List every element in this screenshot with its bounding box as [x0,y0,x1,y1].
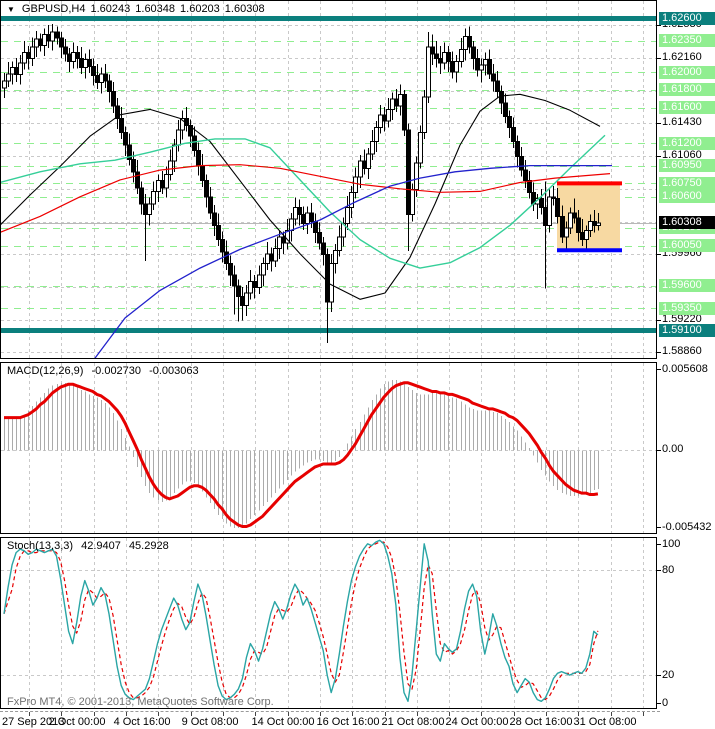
macd-main-value: -0.002730 [91,365,142,377]
quote-open: 1.60243 [90,3,131,15]
price-chart-canvas[interactable] [0,0,657,359]
time-tick [643,712,644,716]
stoch-chart-canvas[interactable] [0,537,657,709]
symbol-dropdown-icon[interactable]: ▼ [7,4,15,14]
stoch-d-line [3,541,599,701]
time-tick [449,712,450,716]
time-label: 24 Oct 00:00 [445,716,509,728]
stoch-name: Stoch(13,3,3) [7,540,74,552]
stoch-indicator-label: Stoch(13,3,3) 42.9407 45.2928 [7,540,174,552]
time-tick [417,712,418,716]
ma-green [0,134,606,269]
time-label: 31 Oct 08:00 [573,716,637,728]
time-label: 27 Sep 2013 [2,716,65,728]
time-axis-separator [0,711,660,712]
time-tick [514,712,515,716]
time-tick [546,712,547,716]
ma-black [0,93,601,300]
time-label: 16 Oct 16:00 [316,716,380,728]
time-label: 9 Oct 08:00 [181,716,239,728]
macd-histogram [4,379,599,528]
time-label: 4 Oct 16:00 [113,716,171,728]
time-tick [611,712,612,716]
time-tick [61,712,62,716]
time-tick [191,712,192,716]
stoch-k-line [3,539,599,703]
time-tick [158,712,159,716]
chart-title: ▼ GBPUSD,H4 1.60243 1.60348 1.60203 1.60… [7,3,270,15]
time-label: 28 Oct 16:00 [509,716,573,728]
time-label: 14 Oct 00:00 [251,716,315,728]
stoch-d-value: 45.2928 [128,540,169,552]
macd-name: MACD(12,26,9) [7,365,84,377]
time-tick [255,712,256,716]
macd-chart-canvas[interactable] [0,362,657,534]
time-tick [223,712,224,716]
time-tick [320,712,321,716]
chart-symbol-period: GBPUSD,H4 [21,3,86,15]
quote-close: 1.60308 [224,3,265,15]
ma-red [0,164,611,233]
ma-blue [94,164,612,359]
macd-signal-value: -0.003063 [149,365,199,377]
macd-indicator-label: MACD(12,26,9) -0.002730 -0.003063 [7,365,204,377]
time-label: 2 Oct 00:00 [48,716,106,728]
time-tick [288,712,289,716]
platform-watermark: FxPro MT4, © 2001-2013, MetaQuotes Softw… [7,696,274,708]
candlesticks [2,23,601,343]
stoch-k-value: 42.9407 [81,540,121,552]
time-tick [385,712,386,716]
time-tick [126,712,127,716]
time-tick [29,712,30,716]
macd-signal-line [4,381,599,528]
time-label: 21 Oct 08:00 [381,716,445,728]
quote-low: 1.60203 [180,3,220,15]
quote-high: 1.60348 [135,3,176,15]
time-tick [481,712,482,716]
time-tick [352,712,353,716]
time-tick [578,712,579,716]
time-tick [94,712,95,716]
